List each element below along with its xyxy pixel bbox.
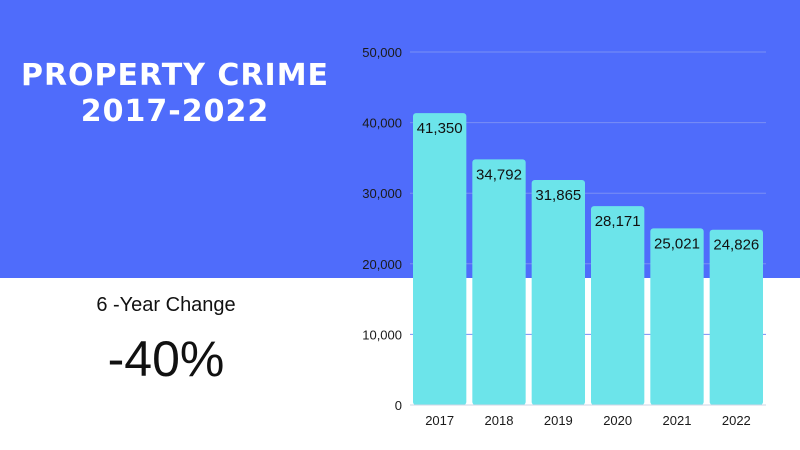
x-tick-label-2021: 2021	[663, 413, 692, 428]
title-line-1: PROPERTY CRIME	[20, 58, 330, 93]
data-label-2021: 25,021	[654, 235, 700, 252]
change-label: 6 -Year Change	[96, 294, 236, 316]
x-tick-label-2020: 2020	[603, 413, 632, 428]
data-label-2020: 28,171	[595, 213, 641, 230]
data-label-2022: 24,826	[713, 237, 759, 254]
title-line-2: 2017-2022	[80, 94, 270, 129]
y-tick-label-5: 50,000	[362, 45, 402, 60]
bar-2019	[531, 180, 585, 405]
y-tick-label-1: 10,000	[362, 327, 402, 342]
data-label-2018: 34,792	[476, 166, 522, 183]
page-title: PROPERTY CRIME 2017-2022	[0, 58, 350, 130]
bar-2022	[709, 229, 763, 405]
x-tick-label-2018: 2018	[485, 413, 514, 428]
data-label-2017: 41,350	[417, 120, 463, 137]
bar-2021	[650, 228, 704, 405]
y-tick-label-2: 20,000	[362, 257, 402, 272]
bar-2018	[472, 159, 526, 405]
x-tick-label-2017: 2017	[425, 413, 454, 428]
x-tick-label-2019: 2019	[544, 413, 573, 428]
y-tick-label-3: 30,000	[362, 186, 402, 201]
data-label-2019: 31,865	[535, 187, 581, 204]
x-tick-label-2022: 2022	[722, 413, 751, 428]
bar-2020	[591, 206, 645, 405]
y-tick-label-0: 0	[395, 398, 402, 413]
bar-2017	[413, 113, 467, 405]
change-value: -40%	[107, 331, 225, 387]
y-tick-label-4: 40,000	[362, 116, 402, 131]
